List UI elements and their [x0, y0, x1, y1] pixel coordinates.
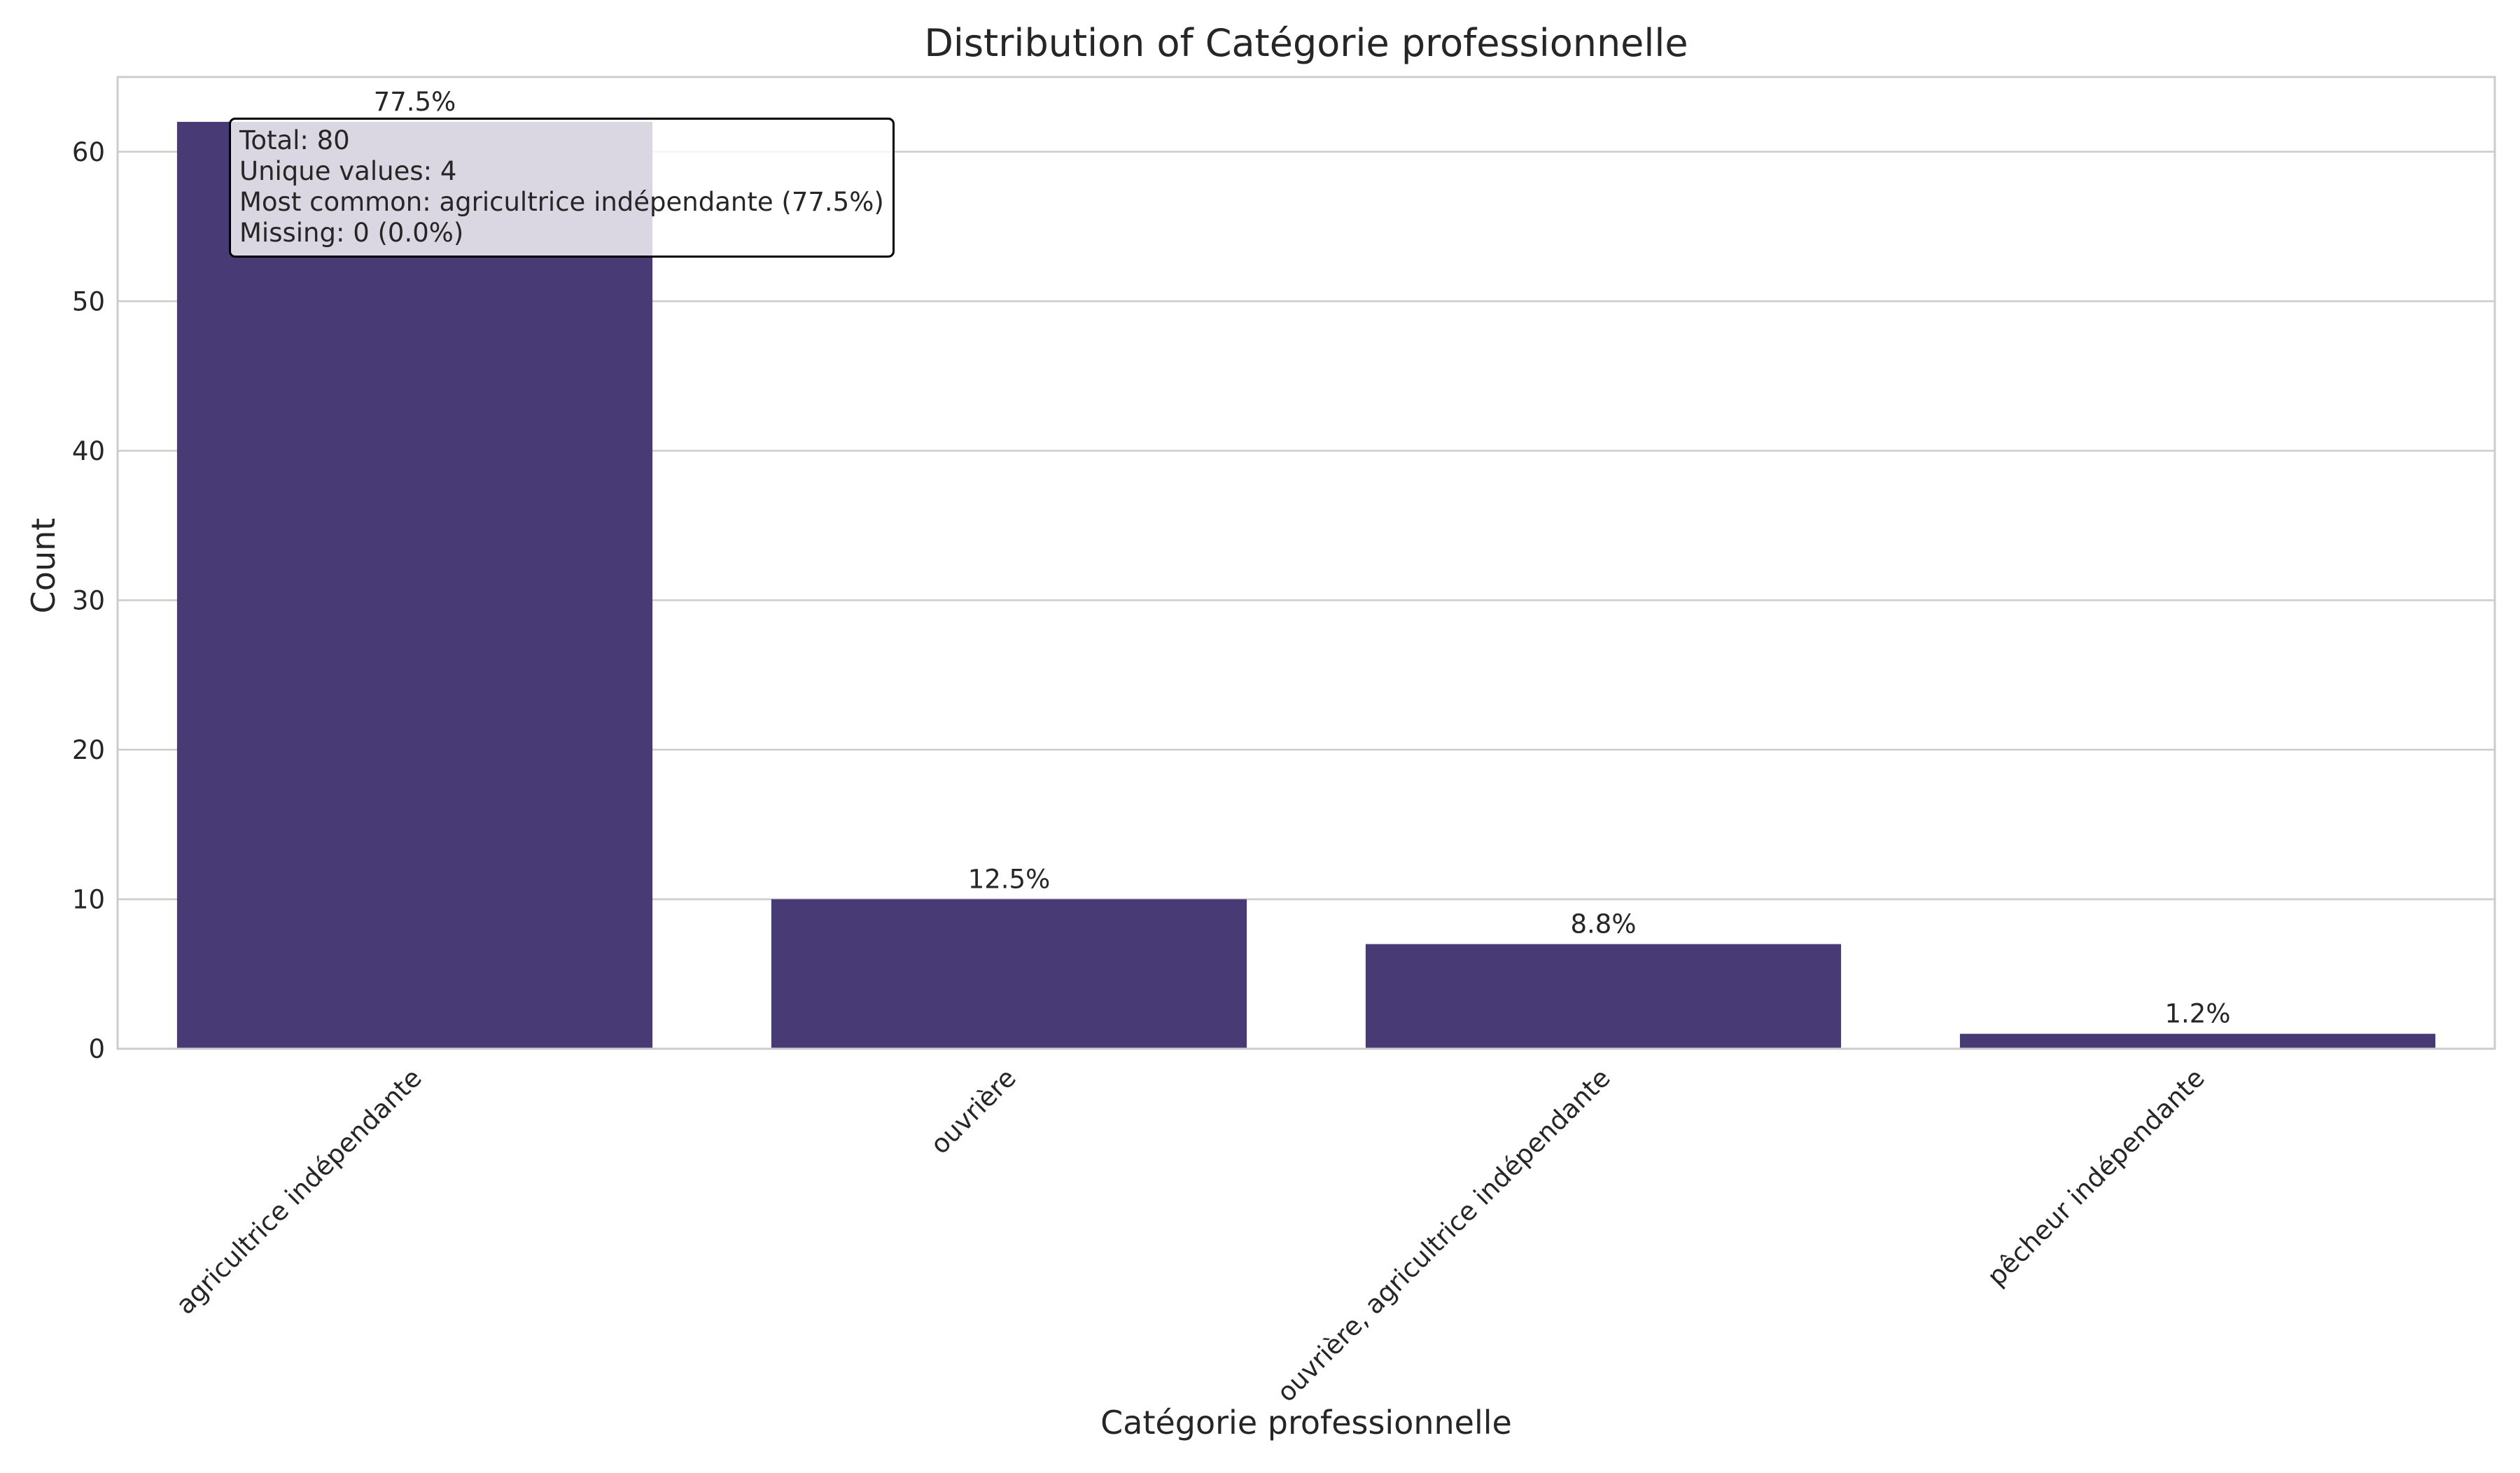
stats-unique-values: Unique values: 4 [239, 156, 457, 186]
x-tick-label: agricultrice indépendante [170, 1063, 428, 1320]
y-tick-label: 10 [72, 884, 105, 914]
y-tick-label: 30 [72, 585, 105, 615]
bar-value-label: 77.5% [374, 87, 456, 117]
x-tick-label: ouvrière, agricultrice indépendante [1271, 1063, 1616, 1408]
y-tick-label: 0 [88, 1034, 105, 1064]
bar [1365, 944, 1842, 1049]
bar-value-label: 1.2% [2165, 999, 2231, 1029]
summary-stats-box: Total: 80 Unique values: 4 Most common: … [229, 118, 895, 258]
plot-frame [116, 76, 2496, 1050]
stats-missing: Missing: 0 (0.0%) [239, 218, 464, 248]
x-tick-label: ouvrière [925, 1063, 1022, 1160]
x-tick-labels: agricultrice indépendante ouvrière ouvrièr… [170, 1063, 2211, 1408]
bar [1959, 1033, 2436, 1049]
bars [176, 122, 2436, 1049]
y-tick-labels: 0 10 20 30 40 50 60 [72, 137, 105, 1064]
bar [176, 122, 653, 1049]
y-tick-label: 60 [72, 137, 105, 167]
x-axis-label: Catégorie professionnelle [1100, 1404, 1512, 1441]
bar-value-labels: 77.5% 12.5% 8.8% 1.2% [374, 87, 2231, 1029]
bar [771, 899, 1247, 1049]
y-axis-label: Count [24, 518, 62, 614]
stats-total: Total: 80 [239, 125, 350, 155]
axes-frame [116, 76, 2496, 1050]
y-tick-label: 40 [72, 436, 105, 466]
y-tick-label: 50 [72, 286, 105, 316]
y-tick-label: 20 [72, 735, 105, 765]
stats-most-common: Most common: agricultrice indépendante (… [239, 187, 884, 217]
x-tick-label: pêcheur indépendante [1982, 1063, 2211, 1292]
bar-value-label: 12.5% [968, 864, 1051, 894]
chart-title: Distribution of Catégorie professionnell… [924, 21, 1688, 65]
bar-value-label: 8.8% [1571, 909, 1637, 940]
